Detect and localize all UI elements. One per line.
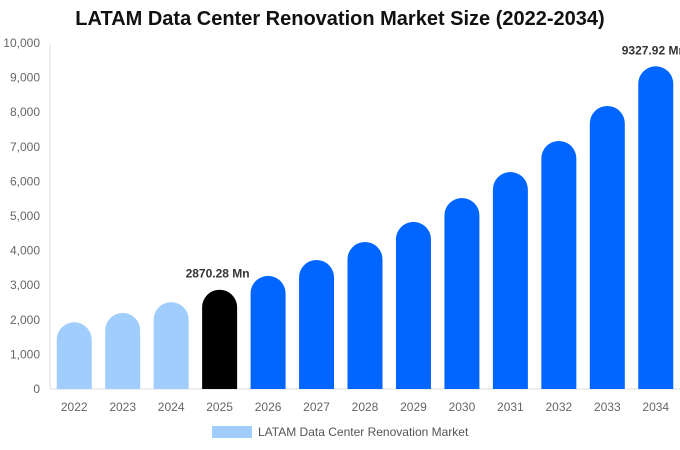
y-tick-label: 0 [33,382,40,396]
x-tick-label: 2025 [206,400,233,414]
y-tick-label: 6,000 [10,174,40,188]
y-tick-label: 5,000 [10,209,40,223]
x-tick-label: 2024 [158,400,185,414]
bar-2023 [105,312,141,389]
bar-2032 [541,140,577,389]
y-tick-label: 7,000 [10,140,40,154]
bar-2026 [250,275,286,389]
x-tick-label: 2028 [352,400,379,414]
bar-2027 [299,259,335,389]
bar-2030 [444,198,480,389]
legend-label: LATAM Data Center Renovation Market [258,425,469,439]
x-tick-label: 2033 [594,400,621,414]
x-tick-label: 2034 [642,400,669,414]
y-tick-label: 1,000 [10,347,40,361]
x-tick-label: 2030 [449,400,476,414]
y-tick-label: 10,000 [3,36,40,50]
bar-2028 [347,241,383,389]
x-tick-label: 2031 [497,400,524,414]
y-tick-label: 2,000 [10,313,40,327]
chart-title: LATAM Data Center Renovation Market Size… [75,8,605,30]
bar-2022 [56,322,92,389]
y-tick-label: 9,000 [10,71,40,85]
bar-2033 [589,105,625,390]
x-tick-label: 2023 [109,400,136,414]
y-tick-label: 3,000 [10,278,40,292]
bar-2031 [492,172,528,389]
x-tick-label: 2022 [61,400,88,414]
bar-2024 [153,302,189,389]
data-label: 2870.28 Mn [186,267,250,281]
x-tick-label: 2029 [400,400,427,414]
bar-2025 [202,289,238,389]
legend-swatch [212,426,252,438]
legend: LATAM Data Center Renovation Market [212,425,468,439]
bar-2029 [395,221,431,389]
x-tick-label: 2032 [545,400,572,414]
x-tick-label: 2027 [303,400,330,414]
y-tick-label: 8,000 [10,105,40,119]
x-tick-label: 2026 [255,400,282,414]
bar-2034 [638,66,674,389]
y-tick-label: 4,000 [10,244,40,258]
data-label: 9327.92 Mn [622,43,680,57]
